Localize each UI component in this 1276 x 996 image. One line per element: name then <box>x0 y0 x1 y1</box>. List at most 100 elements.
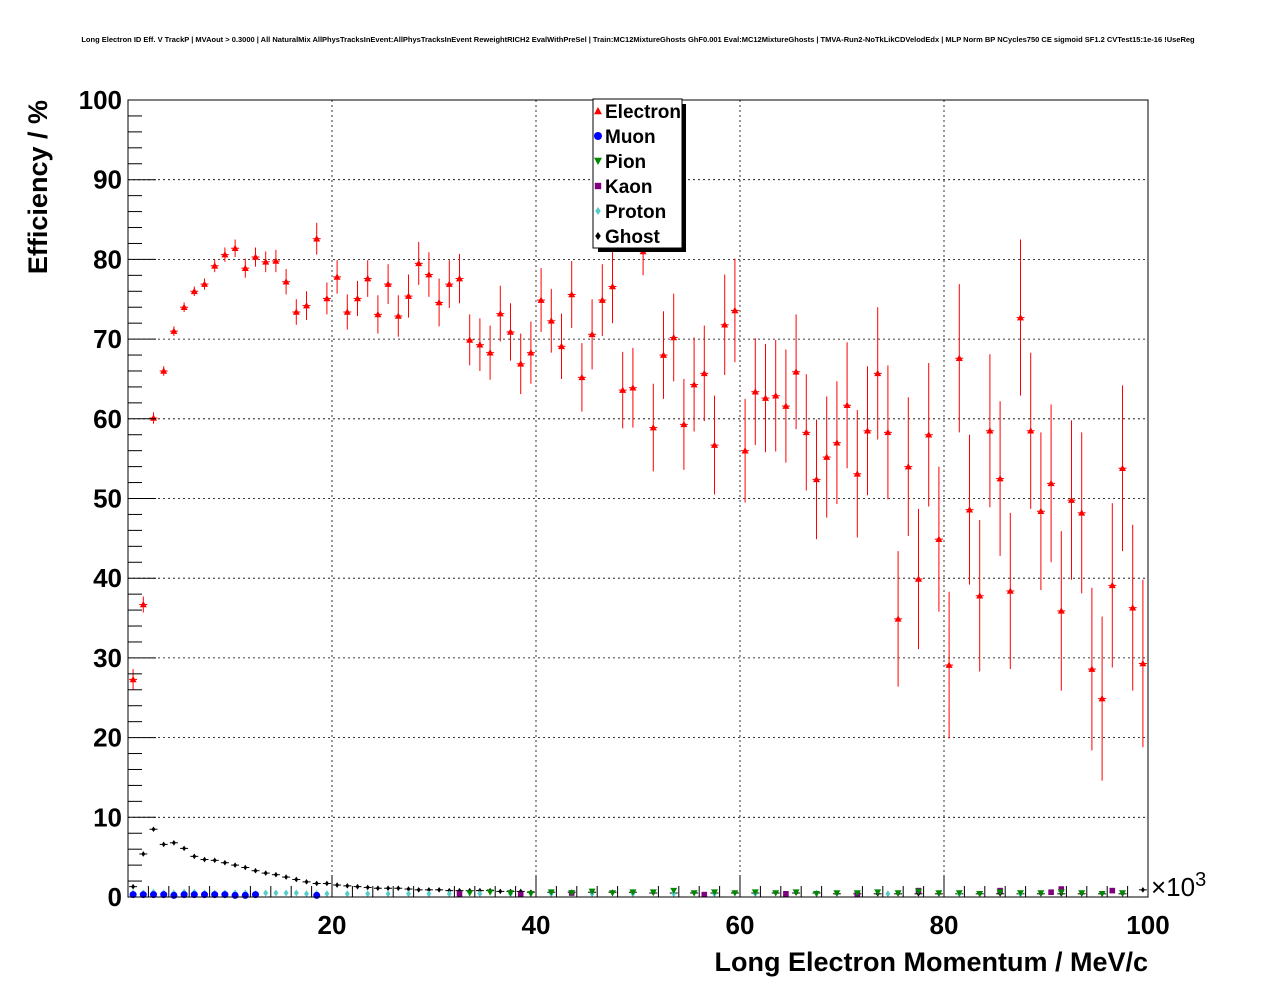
electron-point <box>139 601 147 608</box>
electron-point <box>1017 314 1024 321</box>
electron-point <box>333 273 341 280</box>
proton-point <box>885 890 891 898</box>
muon-point <box>190 891 198 899</box>
electron-point <box>833 439 841 446</box>
series-muon <box>129 891 321 899</box>
electron-point <box>751 388 759 395</box>
electron-point <box>1037 507 1045 515</box>
ghost-point <box>335 882 340 888</box>
electron-point <box>323 294 331 302</box>
ghost-point <box>284 874 289 880</box>
pion-point <box>731 890 739 897</box>
muon-point <box>201 891 208 899</box>
electron-point <box>894 615 902 622</box>
electron-point <box>292 308 300 315</box>
electron-point <box>486 349 494 356</box>
x-tick-label: 100 <box>1126 910 1169 940</box>
ghost-point <box>304 879 309 885</box>
proton-point <box>477 890 483 898</box>
electron-point <box>1057 607 1065 614</box>
ghost-point <box>294 876 299 883</box>
electron-point <box>170 327 178 334</box>
electron-point <box>721 321 729 328</box>
proton-point <box>263 889 269 897</box>
proton-point <box>385 890 391 898</box>
pion-point <box>772 890 780 897</box>
pion-point <box>935 890 943 897</box>
pion-point <box>507 890 514 897</box>
ghost-point <box>386 885 391 892</box>
electron-point <box>415 259 423 267</box>
electron-point <box>201 280 208 287</box>
electron-point <box>252 253 259 260</box>
kaon-point <box>517 891 524 898</box>
legend-label-muon: Muon <box>605 127 656 148</box>
electron-point <box>507 328 514 335</box>
electron-point <box>374 310 382 318</box>
pion-point <box>1037 890 1045 897</box>
electron-point <box>966 506 973 513</box>
electron-point <box>241 264 249 271</box>
x-multiplier-base: ×10 <box>1151 872 1195 902</box>
pion-point <box>996 889 1004 896</box>
ghost-point <box>202 856 207 863</box>
pion-point <box>1057 889 1065 896</box>
ghost-point <box>243 864 248 871</box>
muon-point <box>211 891 219 899</box>
x-tick-label: 60 <box>726 910 755 940</box>
y-tick-label: 100 <box>79 85 122 115</box>
muon-point <box>160 891 168 899</box>
electron-point <box>476 341 484 348</box>
electron-point <box>1078 509 1086 516</box>
legend-marker-ghost <box>595 232 601 240</box>
kaon-point <box>1048 889 1054 896</box>
x-multiplier: ×103 <box>1151 869 1206 902</box>
ghost-point <box>345 883 350 889</box>
ghost-point <box>263 870 268 876</box>
electron-point <box>384 280 392 287</box>
kaon-point <box>701 891 708 898</box>
tick-labels: 20 40 60 80 100 0 10 20 30 40 50 60 70 80 90 100 <box>79 85 1170 940</box>
ghost-point <box>151 826 156 833</box>
electron-point <box>456 275 463 282</box>
electron-point <box>568 290 576 298</box>
pion-point <box>1119 890 1126 897</box>
muon-point <box>180 891 188 899</box>
ghost-point <box>365 884 370 891</box>
y-tick-label: 30 <box>93 643 122 673</box>
x-tick-label: 80 <box>930 910 959 940</box>
proton-point <box>324 890 330 898</box>
electron-point <box>1139 659 1147 667</box>
ghost-point <box>437 887 442 893</box>
legend-label-pion: Pion <box>605 152 646 173</box>
y-tick-label: 90 <box>93 165 122 195</box>
axis-ticks <box>128 99 1149 898</box>
kaon-point <box>456 891 463 897</box>
electron-point <box>996 475 1004 482</box>
proton-point <box>426 890 432 898</box>
muon-point <box>313 891 321 899</box>
series-electron <box>129 222 1147 781</box>
electron-point <box>445 280 453 287</box>
electron-point <box>660 351 667 358</box>
pion-point <box>915 888 922 895</box>
electron-point <box>394 312 402 319</box>
ghost-point <box>171 840 176 846</box>
electron-point <box>762 394 769 401</box>
electron-point <box>884 428 892 436</box>
muon-point <box>139 891 147 899</box>
ghost-point <box>396 885 401 892</box>
y-tick-label: 10 <box>93 802 122 832</box>
pion-point <box>1098 891 1106 898</box>
electron-point <box>1068 496 1075 503</box>
electron-point <box>1047 479 1055 487</box>
electron-point <box>578 373 586 381</box>
legend-marker-kaon <box>594 182 602 190</box>
electron-point <box>670 334 678 341</box>
electron-point <box>303 302 310 309</box>
electron-point <box>1098 695 1106 702</box>
legend-marker-muon <box>594 132 602 140</box>
electron-point <box>527 349 535 356</box>
pion-point <box>486 889 494 896</box>
x-tick-label: 20 <box>318 910 347 940</box>
